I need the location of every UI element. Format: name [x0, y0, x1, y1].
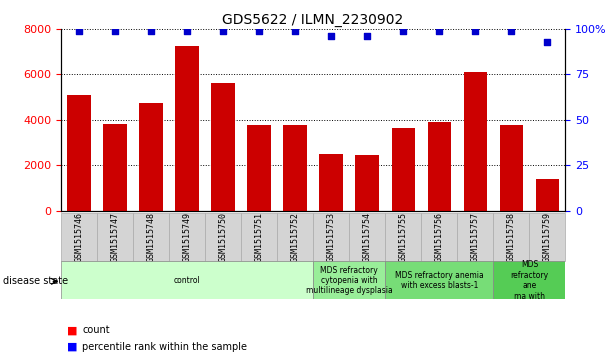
FancyBboxPatch shape — [97, 213, 133, 261]
Bar — [427, 122, 451, 211]
FancyBboxPatch shape — [349, 213, 385, 261]
Text: GSM1515746: GSM1515746 — [74, 212, 83, 262]
Text: percentile rank within the sample: percentile rank within the sample — [82, 342, 247, 352]
Text: GSM1515753: GSM1515753 — [326, 212, 336, 262]
Text: MDS
refractory
ane
ma with: MDS refractory ane ma with — [510, 260, 548, 301]
FancyBboxPatch shape — [61, 213, 97, 261]
Title: GDS5622 / ILMN_2230902: GDS5622 / ILMN_2230902 — [223, 13, 404, 26]
FancyBboxPatch shape — [133, 213, 169, 261]
Bar — [319, 154, 343, 211]
Text: GSM1515755: GSM1515755 — [399, 212, 408, 262]
Bar — [283, 126, 307, 211]
Text: GSM1515758: GSM1515758 — [507, 212, 516, 262]
Point — [110, 28, 120, 34]
Point — [506, 28, 516, 34]
Bar — [392, 128, 415, 211]
Text: GSM1515757: GSM1515757 — [471, 212, 480, 262]
FancyBboxPatch shape — [61, 261, 313, 299]
Text: GSM1515752: GSM1515752 — [291, 212, 300, 262]
FancyBboxPatch shape — [169, 213, 205, 261]
Text: GSM1515749: GSM1515749 — [182, 212, 192, 262]
Text: GSM1515756: GSM1515756 — [435, 212, 444, 262]
Point — [362, 33, 372, 39]
Point — [434, 28, 444, 34]
Bar — [356, 155, 379, 211]
Bar — [212, 83, 235, 211]
Point — [254, 28, 264, 34]
Text: GSM1515754: GSM1515754 — [363, 212, 371, 262]
Text: GSM1515750: GSM1515750 — [218, 212, 227, 262]
Point — [182, 28, 192, 34]
Point — [290, 28, 300, 34]
Text: count: count — [82, 325, 109, 335]
FancyBboxPatch shape — [457, 213, 493, 261]
Text: GSM1515748: GSM1515748 — [147, 212, 156, 262]
FancyBboxPatch shape — [493, 261, 565, 299]
Bar — [139, 103, 162, 211]
FancyBboxPatch shape — [277, 213, 313, 261]
Text: MDS refractory anemia
with excess blasts-1: MDS refractory anemia with excess blasts… — [395, 271, 483, 290]
FancyBboxPatch shape — [241, 213, 277, 261]
FancyBboxPatch shape — [313, 213, 349, 261]
Bar — [536, 179, 559, 211]
Text: GSM1515747: GSM1515747 — [111, 212, 119, 262]
FancyBboxPatch shape — [385, 261, 493, 299]
Text: ■: ■ — [67, 342, 77, 352]
Point — [74, 28, 84, 34]
FancyBboxPatch shape — [313, 261, 385, 299]
FancyBboxPatch shape — [530, 213, 565, 261]
Text: ■: ■ — [67, 325, 77, 335]
Text: control: control — [174, 276, 200, 285]
Bar — [247, 126, 271, 211]
Point — [218, 28, 228, 34]
FancyBboxPatch shape — [205, 213, 241, 261]
FancyBboxPatch shape — [493, 213, 530, 261]
Point — [471, 28, 480, 34]
Bar — [103, 124, 126, 211]
FancyBboxPatch shape — [385, 213, 421, 261]
Bar — [67, 95, 91, 211]
Text: MDS refractory
cytopenia with
multilineage dysplasia: MDS refractory cytopenia with multilinea… — [306, 265, 393, 295]
Bar — [175, 46, 199, 211]
Bar — [500, 126, 523, 211]
Point — [398, 28, 408, 34]
Bar — [464, 72, 487, 211]
Text: disease state: disease state — [3, 276, 68, 286]
Point — [542, 39, 552, 45]
FancyBboxPatch shape — [421, 213, 457, 261]
Point — [326, 33, 336, 39]
Point — [146, 28, 156, 34]
Text: GSM1515759: GSM1515759 — [543, 212, 552, 262]
Text: GSM1515751: GSM1515751 — [255, 212, 263, 262]
